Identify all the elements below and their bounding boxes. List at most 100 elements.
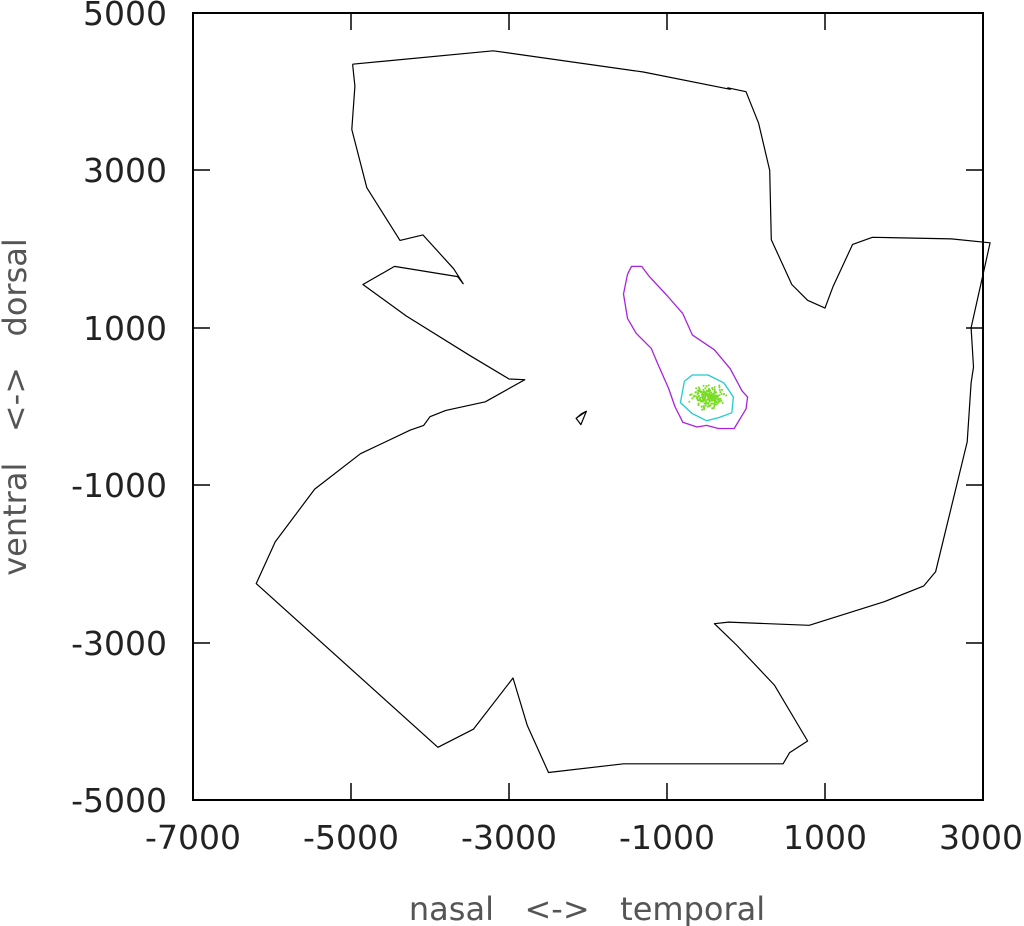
cell-point — [713, 386, 716, 389]
cell-point — [717, 399, 720, 402]
cell-point — [708, 389, 711, 391]
x-tick-label: -7000 — [145, 818, 241, 857]
cell-point — [715, 391, 718, 394]
cell-point — [709, 396, 711, 398]
cell-point — [717, 401, 720, 404]
cell-point — [720, 399, 723, 402]
cell-point — [708, 391, 711, 393]
cell-point — [696, 393, 699, 396]
cell-point — [703, 405, 705, 408]
cell-point — [711, 396, 714, 399]
cell-point — [710, 393, 713, 396]
cell-point — [708, 400, 711, 403]
cell-point — [716, 401, 719, 404]
cell-point — [704, 404, 707, 407]
cell-point — [702, 391, 705, 394]
cell-point — [707, 390, 710, 393]
cell-point — [689, 394, 692, 396]
cell-point — [713, 396, 716, 399]
y-tick-label: 5000 — [83, 0, 167, 33]
cell-point — [696, 398, 699, 401]
x-tick-label: -5000 — [303, 818, 399, 857]
cell-point — [706, 392, 709, 395]
cell-point — [696, 397, 699, 399]
cell-point — [713, 388, 716, 391]
cell-point — [703, 407, 705, 409]
cell-point — [703, 408, 705, 411]
cell-point — [714, 403, 716, 405]
cell-point — [707, 394, 710, 396]
cell-point — [725, 394, 728, 397]
cell-point — [716, 397, 719, 400]
cell-point — [699, 398, 701, 401]
cell-point — [703, 392, 706, 394]
cell-point — [720, 393, 723, 395]
cell-point — [696, 389, 699, 392]
cell-point — [723, 393, 725, 395]
cell-point — [704, 387, 707, 390]
cell-point — [705, 401, 707, 403]
cell-point — [701, 408, 703, 411]
cell-point — [705, 385, 708, 387]
cell-point — [712, 407, 715, 409]
series-layer — [255, 50, 991, 774]
cell-point — [697, 403, 700, 405]
cell-point — [698, 387, 701, 390]
cell-point — [708, 393, 711, 395]
cell-point — [698, 390, 700, 393]
cell-point — [718, 400, 721, 403]
cell-point — [713, 390, 716, 393]
plot-frame — [192, 12, 984, 801]
y-tick-labels: 5000 3000 1000 -1000 -3000 -5000 — [71, 0, 167, 820]
cell-point — [706, 398, 709, 401]
cell-point — [718, 384, 721, 387]
cell-point — [711, 387, 714, 389]
y-tick-marks — [193, 12, 983, 801]
cell-point — [718, 398, 721, 401]
cell-point — [715, 400, 718, 403]
cell-point — [700, 399, 703, 402]
cell-point — [690, 393, 693, 396]
cell-point — [698, 394, 701, 397]
cell-point — [709, 404, 712, 407]
cell-point — [692, 395, 695, 398]
cell-point — [698, 399, 701, 402]
cell-point — [701, 399, 704, 402]
cell-point — [711, 402, 714, 405]
cell-point — [695, 395, 697, 398]
x-axis-label: nasal <-> temporal — [409, 890, 765, 926]
cell-point — [702, 397, 704, 400]
cell-point — [698, 389, 700, 392]
cell-point — [701, 393, 703, 396]
cell-point — [710, 402, 713, 405]
cell-point — [713, 392, 716, 395]
cell-point — [711, 398, 713, 401]
cell-point — [700, 396, 703, 399]
y-tick-label: -5000 — [71, 781, 167, 820]
cell-point — [712, 394, 714, 397]
optic-disc-line — [575, 410, 588, 426]
cell-point — [693, 394, 696, 397]
cell-point — [708, 396, 710, 399]
cell-point — [700, 405, 703, 408]
cell-point — [710, 399, 713, 402]
cell-point — [702, 389, 705, 391]
cell-point — [711, 388, 714, 391]
cell-point — [688, 400, 691, 403]
cell-point — [702, 393, 705, 396]
cell-point — [700, 390, 702, 393]
y-tick-label: 1000 — [83, 309, 167, 348]
cell-point — [717, 395, 719, 398]
cell-point — [697, 404, 700, 407]
cell-point — [713, 405, 716, 408]
cell-point — [703, 402, 706, 405]
cell-point — [711, 395, 713, 398]
cell-point — [721, 402, 724, 404]
cell-point — [701, 400, 703, 403]
cell-point — [697, 392, 699, 394]
cell-point — [707, 396, 709, 399]
cell-point — [703, 397, 706, 400]
cell-point — [697, 395, 699, 398]
cell-point — [710, 391, 713, 394]
outer-density-contour-line — [622, 265, 749, 430]
